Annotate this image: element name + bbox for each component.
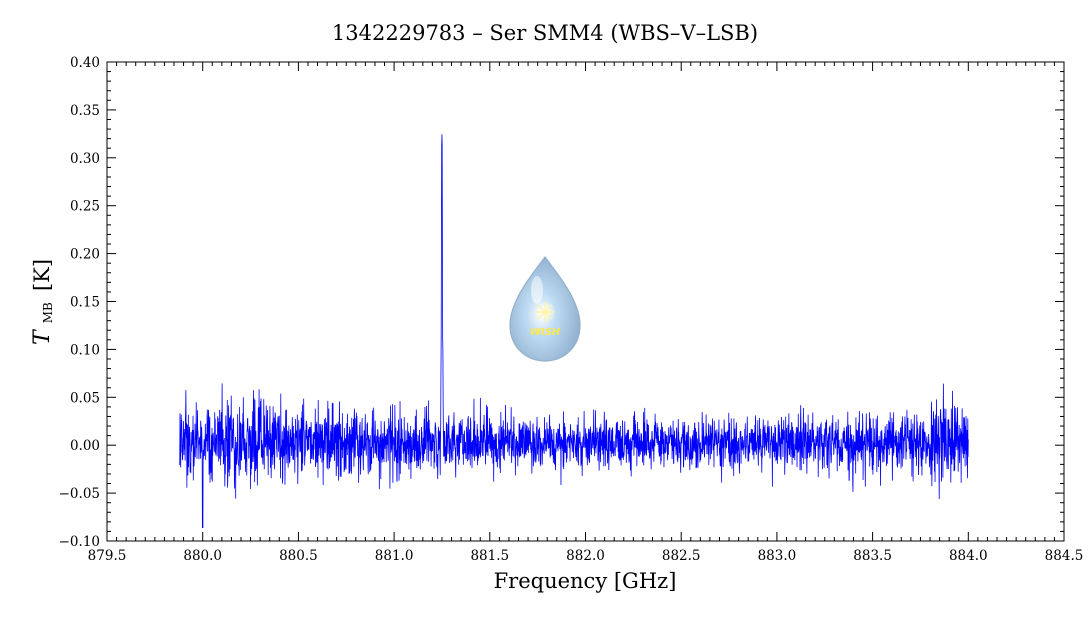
y-tick-label: 0.40 <box>70 55 100 71</box>
logo-text: WISH <box>530 327 561 338</box>
spectrum-series <box>179 134 969 528</box>
y-axis-label-unit: [K] <box>30 259 54 291</box>
x-axis-label: Frequency [GHz] <box>494 569 677 593</box>
y-tick-label: 0.00 <box>70 438 100 454</box>
x-tick-label: 879.5 <box>88 548 127 564</box>
y-tick-label: 0.10 <box>70 342 100 358</box>
x-tick-label: 884.0 <box>949 548 988 564</box>
star-icon <box>535 302 555 322</box>
wish-logo: WISH <box>509 255 581 362</box>
x-tick-label: 882.5 <box>662 548 701 564</box>
y-tick-label: −0.05 <box>59 486 100 502</box>
x-tick-label: 882.0 <box>566 548 605 564</box>
x-tick-label: 880.0 <box>183 548 222 564</box>
y-axis: −0.10 −0.05 0.00 0.05 0.10 0.15 0.20 0.25 0.30 0.… <box>59 55 1064 550</box>
x-tick-label: 883.0 <box>758 548 797 564</box>
y-tick-label: 0.15 <box>70 295 100 311</box>
y-tick-label: 0.20 <box>70 247 100 263</box>
x-tick-label: 883.5 <box>853 548 892 564</box>
y-tick-label: 0.25 <box>70 199 100 215</box>
x-tick-label: 881.5 <box>470 548 509 564</box>
x-tick-label: 884.5 <box>1045 548 1084 564</box>
y-tick-label: 0.05 <box>70 390 100 406</box>
y-tick-label: 0.35 <box>70 103 100 119</box>
svg-text:T MB [K]: T MB [K] <box>30 259 56 345</box>
y-tick-label: −0.10 <box>59 534 100 550</box>
x-tick-label: 880.5 <box>279 548 318 564</box>
chart-title: 1342229783 – Ser SMM4 (WBS–V–LSB) <box>332 21 758 45</box>
drop-highlight <box>531 276 543 304</box>
y-axis-label-subscript: MB <box>41 302 55 323</box>
y-tick-label: 0.30 <box>70 151 100 167</box>
x-tick-label: 881.0 <box>375 548 414 564</box>
spectrum-line <box>179 134 969 528</box>
x-axis: 879.5 880.0 880.5 881.0 881.5 882.0 882.5 883.0… <box>88 62 1084 564</box>
y-axis-label: T MB [K] <box>30 259 56 345</box>
y-axis-label-symbol: T <box>30 328 55 345</box>
